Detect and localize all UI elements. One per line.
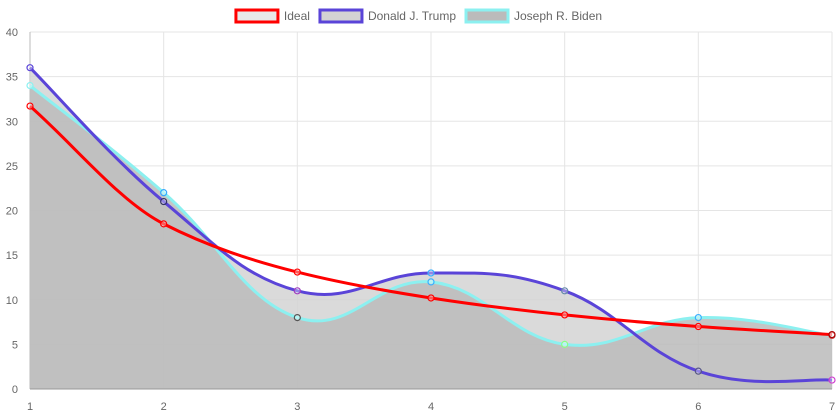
y-tick-label: 0 xyxy=(12,384,18,396)
legend-label: Ideal xyxy=(284,9,310,23)
data-points xyxy=(26,64,836,384)
y-tick-label: 25 xyxy=(6,161,18,173)
x-axis-ticks: 1 2 3 4 5 6 7 xyxy=(27,401,835,413)
y-tick-label: 40 xyxy=(6,27,18,39)
data-point-joseph-r-biden xyxy=(694,314,702,322)
data-point-joseph-r-biden xyxy=(561,340,569,348)
area-fill-joseph-r-biden xyxy=(30,85,832,390)
data-point-joseph-r-biden xyxy=(293,314,301,322)
data-point-joseph-r-biden xyxy=(160,189,168,197)
legend-swatch-joseph-r-biden xyxy=(464,8,510,24)
data-point-donald-j-trump xyxy=(160,197,168,206)
data-point-ideal xyxy=(293,268,301,276)
data-point-ideal xyxy=(561,311,569,319)
y-axis-ticks: 0 5 10 15 20 25 30 35 40 xyxy=(6,27,18,396)
data-point-donald-j-trump xyxy=(561,287,569,295)
data-point-donald-j-trump xyxy=(427,269,435,277)
data-point-donald-j-trump xyxy=(293,287,301,295)
x-tick-label: 4 xyxy=(428,401,434,413)
data-point-ideal xyxy=(694,322,702,331)
series-line-joseph-r-biden xyxy=(29,84,833,347)
legend-label: Joseph R. Biden xyxy=(514,9,602,23)
data-point-ideal xyxy=(828,330,836,339)
legend-swatch-donald-j-trump xyxy=(318,8,364,24)
x-tick-label: 1 xyxy=(27,401,33,413)
x-tick-label: 6 xyxy=(695,401,701,413)
legend: Ideal Donald J. Trump Joseph R. Biden xyxy=(234,8,602,24)
data-point-joseph-r-biden xyxy=(26,81,34,90)
data-point-donald-j-trump xyxy=(828,376,836,384)
y-tick-label: 5 xyxy=(12,339,18,351)
data-point-ideal xyxy=(427,294,435,302)
data-point-donald-j-trump xyxy=(26,64,34,72)
y-tick-label: 10 xyxy=(6,295,18,307)
series-line-ideal xyxy=(29,104,833,337)
y-tick-label: 30 xyxy=(6,116,18,128)
x-tick-label: 3 xyxy=(294,401,300,413)
y-tick-label: 20 xyxy=(6,206,18,218)
y-tick-label: 15 xyxy=(6,250,18,262)
data-point-donald-j-trump xyxy=(694,367,702,375)
data-point-ideal xyxy=(160,220,168,228)
x-tick-label: 5 xyxy=(562,401,568,413)
data-point-joseph-r-biden xyxy=(427,278,435,286)
x-tick-label: 7 xyxy=(829,401,835,413)
series-fills xyxy=(30,67,832,390)
legend-swatch-ideal xyxy=(234,8,280,24)
data-point-ideal xyxy=(26,102,34,110)
legend-label: Donald J. Trump xyxy=(368,9,456,23)
x-tick-label: 2 xyxy=(161,401,167,413)
y-tick-label: 35 xyxy=(6,72,18,84)
